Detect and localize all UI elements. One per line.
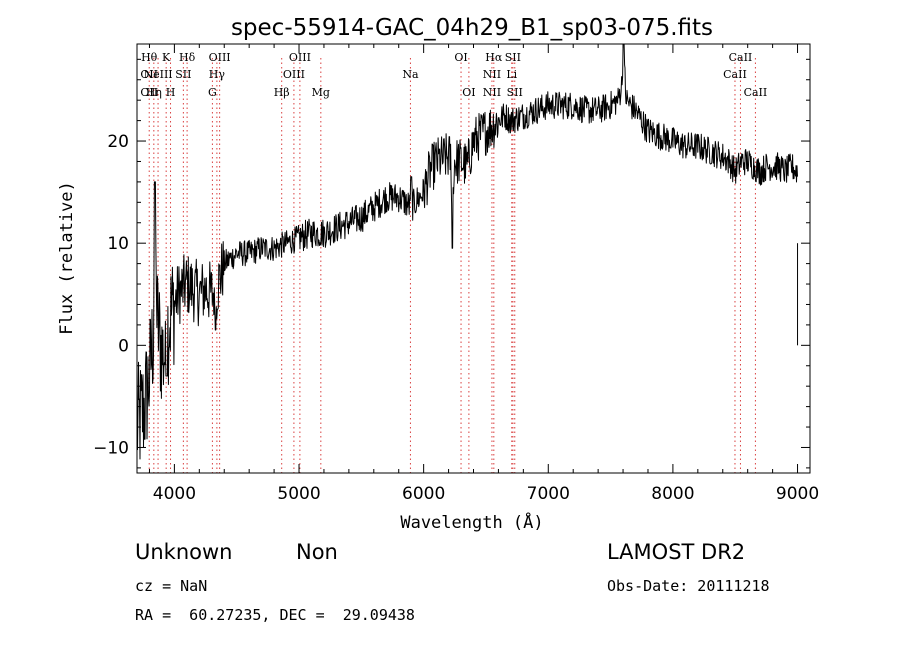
emission-line-label: NeIII — [143, 68, 172, 81]
emission-line-label: Mg — [312, 86, 330, 99]
emission-line-label: OII — [140, 86, 158, 99]
emission-line-label: Li — [506, 68, 517, 81]
x-tick-label: 8000 — [651, 484, 694, 504]
emission-line-markers — [148, 58, 756, 473]
obs-date-text: Obs-Date: 20111218 — [607, 577, 770, 595]
classification-text: Unknown — [135, 540, 233, 564]
emission-line-label: OIII — [289, 51, 311, 64]
subclass-text: Non — [296, 540, 338, 564]
cz-text: cz = NaN — [135, 577, 208, 595]
emission-line-label: OII — [140, 68, 158, 81]
x-axis-label: Wavelength (Å) — [400, 511, 543, 533]
emission-line-label: NII — [483, 86, 501, 99]
y-axis: −10 0 10 20 — [93, 58, 810, 469]
x-tick-label: 9000 — [776, 484, 819, 504]
emission-line-label: OI — [462, 86, 475, 99]
emission-line-label: OIII — [283, 68, 305, 81]
emission-line-label: NII — [483, 68, 501, 81]
y-tick-label: −10 — [93, 438, 129, 458]
y-tick-label: 0 — [118, 336, 129, 356]
coordinates-text: RA = 60.27235, DEC = 29.09438 — [135, 606, 415, 624]
emission-line-label: SII — [505, 51, 521, 64]
x-axis: 4000 5000 6000 7000 8000 9000 — [148, 44, 819, 504]
emission-line-label: G — [208, 86, 217, 99]
y-axis-label: Flux (relative) — [57, 181, 77, 335]
plot-frame — [136, 43, 811, 474]
x-tick-label: 4000 — [153, 484, 196, 504]
emission-line-label: Hα — [485, 51, 503, 64]
emission-line-label: OI — [454, 51, 467, 64]
x-tick-label: 6000 — [402, 484, 445, 504]
emission-line-label: CaII — [744, 86, 768, 99]
emission-line-label: Na — [402, 68, 419, 81]
emission-line-label: K — [162, 51, 171, 64]
spectrum-line — [136, 43, 798, 460]
y-tick-label: 10 — [107, 234, 129, 254]
emission-line-label: OIII — [209, 51, 231, 64]
emission-line-label: Hθ — [141, 51, 158, 64]
x-tick-label: 7000 — [527, 484, 570, 504]
chart-title: spec-55914-GAC_04h29_B1_sp03-075.fits — [231, 15, 713, 41]
emission-line-label: Hη — [146, 86, 162, 99]
emission-line-labels: HθOIIOIIHηNeIIIKHSIIHδGHγOIIIHβOIIIOIIIM… — [140, 51, 767, 99]
emission-line-label: CaII — [723, 68, 747, 81]
emission-line-label: CaII — [729, 51, 753, 64]
emission-line-label: Hβ — [274, 86, 290, 99]
emission-line-label: Hγ — [209, 68, 226, 81]
emission-line-label: SII — [507, 86, 523, 99]
survey-text: LAMOST DR2 — [607, 540, 746, 564]
emission-line-label: SII — [175, 68, 191, 81]
y-tick-label: 20 — [107, 132, 129, 152]
spectrum-series — [136, 43, 799, 460]
emission-line-label: Hδ — [179, 51, 196, 64]
x-tick-label: 5000 — [277, 484, 320, 504]
emission-line-label: H — [166, 86, 176, 99]
